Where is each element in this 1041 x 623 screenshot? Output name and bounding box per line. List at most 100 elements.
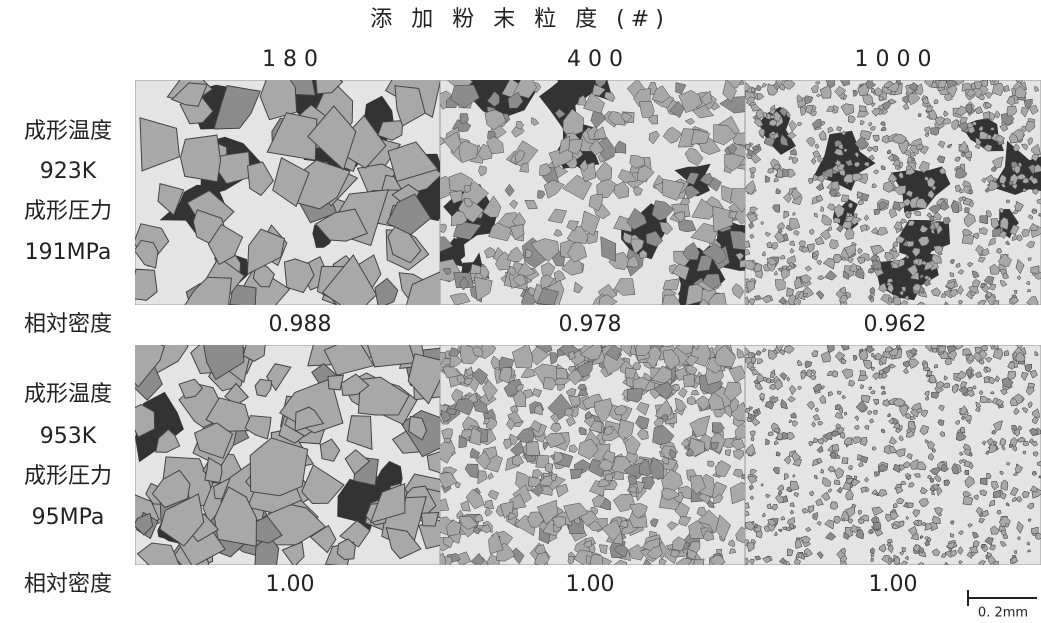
density: 0.988 [269,312,332,337]
particle [870,298,873,302]
micrograph [129,47,451,325]
particle [950,273,954,277]
particle [590,554,603,569]
particle [1029,383,1035,388]
particle [994,561,999,565]
particle [1014,551,1017,554]
particle [782,432,788,439]
particle [980,216,988,224]
particle [837,456,840,459]
particle [1028,258,1031,261]
particle [931,342,938,349]
particle [1023,189,1026,192]
particle [857,527,861,531]
particle [761,484,763,487]
column-header: 1 0 0 0 [855,47,932,72]
particle [1022,178,1029,183]
column-header: 1 8 0 [262,47,318,72]
particle [832,181,839,189]
density: 1.00 [266,572,315,597]
particle [919,114,922,117]
particle [729,549,736,554]
particle [1023,441,1029,445]
particle [847,475,850,478]
particle [833,444,839,451]
particle [993,301,999,306]
micrograph [740,74,1041,309]
particle [894,558,900,565]
particle [725,450,731,456]
row-label: 95MPa [32,505,105,530]
particle [790,503,794,507]
particle [421,513,438,527]
particle [460,114,469,124]
particle [751,436,754,440]
micrograph [108,320,453,577]
particle [934,365,938,369]
title: 添 加 粉 末 粒 度 (#) [370,7,670,32]
particle [1018,537,1021,540]
particle [872,261,881,269]
particle [526,441,540,456]
particle [753,410,757,413]
particle [1023,451,1026,454]
particle [907,214,911,218]
micrograph [432,55,775,320]
particle [961,153,965,157]
particle [1017,276,1020,280]
row-label: 成形温度 [24,119,112,144]
particle [881,429,884,432]
particle [859,106,866,112]
particle [980,478,987,485]
density: 0.978 [559,312,622,337]
particle [1027,289,1031,292]
particle [750,168,756,174]
particle [871,558,874,562]
particle [1005,524,1009,528]
particle [1007,463,1010,466]
micrograph [431,333,754,573]
row-label: 相対密度 [24,312,112,337]
particle [892,248,896,252]
particle [1006,200,1010,203]
row-label: 成形圧力 [24,464,112,489]
row-label: 成形温度 [24,382,112,407]
row-label: 953K [40,424,97,449]
particle [973,122,977,126]
particle [873,522,881,529]
column-header: 4 0 0 [567,47,623,72]
particle [768,432,773,436]
particle [984,112,990,120]
row-label: 相対密度 [24,572,112,597]
particle [605,474,613,481]
particle [984,376,989,382]
particle [965,470,969,475]
density: 1.00 [566,572,615,597]
row-label: 923K [40,159,97,184]
particle [965,152,972,158]
particle [893,297,900,305]
particle [894,504,898,509]
particle [907,476,911,479]
particle [950,534,953,538]
figure: 添 加 粉 末 粒 度 (#) 1 8 0 4 0 0 1 0 0 0 成形温度… [0,0,1041,623]
particle [693,559,704,568]
particle [848,203,852,208]
particle [1028,519,1031,521]
particle [842,458,848,464]
particle [973,386,976,389]
particle [961,416,964,419]
particle [860,371,866,376]
particle [927,371,932,376]
scale-bar [967,590,1037,606]
particle [997,249,1002,254]
particle [932,392,939,398]
particle [1028,550,1031,552]
particle [965,208,970,214]
row-label: 191MPa [25,240,112,265]
particle [912,158,915,161]
scale-label: 0. 2mm [978,606,1028,621]
particle [830,502,838,510]
particle [849,466,853,470]
particle [934,100,938,104]
